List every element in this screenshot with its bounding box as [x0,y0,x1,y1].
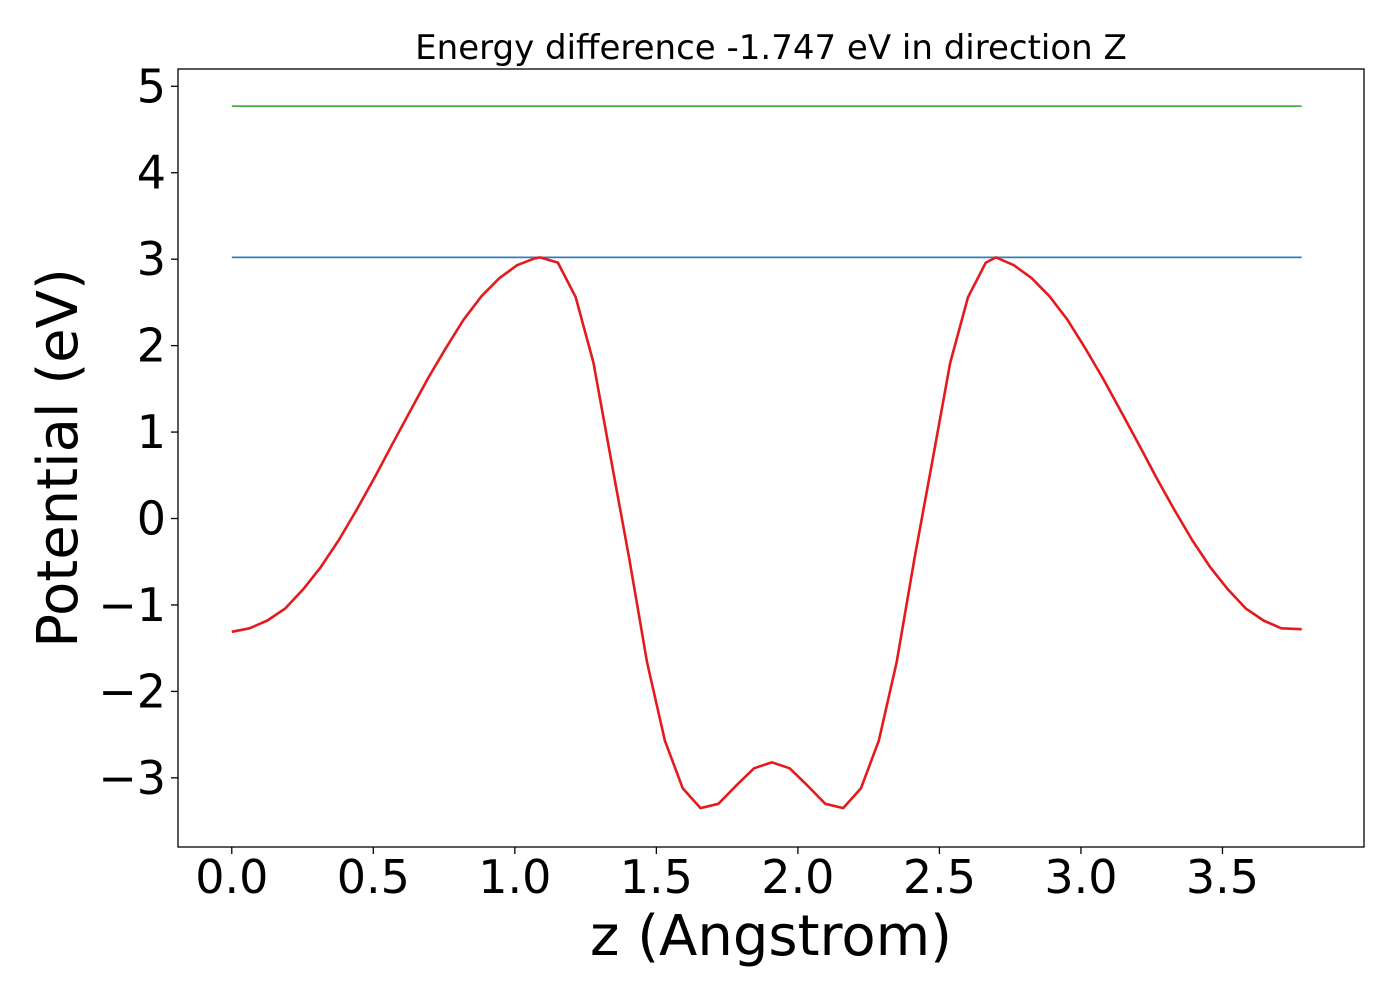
x-tick-label: 2.0 [761,850,834,904]
potential-line [231,256,1302,810]
plot-frame [177,68,1365,848]
y-tick-label: 1 [137,405,166,459]
x-tick-label: 1.0 [478,850,551,904]
y-tick-label: −3 [98,751,166,805]
x-tick-label: 1.5 [620,850,693,904]
y-tick-label: 2 [137,319,166,373]
y-tick-label: −1 [98,578,166,632]
x-tick-label: 3.5 [1186,850,1259,904]
y-axis-label: Potential (eV) [26,268,91,648]
y-tick-label: 0 [137,492,166,546]
series-layer [231,105,1302,810]
x-tick-label: 0.5 [337,850,410,904]
y-tick-label: 5 [137,59,166,113]
x-tick-label: 3.0 [1044,850,1117,904]
x-tick-label: 2.5 [903,850,976,904]
y-axis-ticks: −3 −2 −1 0 1 2 3 4 5 [98,59,178,805]
x-tick-label: 0.0 [195,850,268,904]
y-tick-label: −2 [98,664,166,718]
plot-background [178,69,1364,847]
x-axis-ticks: 0.0 0.5 1.0 1.5 2.0 2.5 3.0 3.5 [195,847,1259,904]
y-tick-label: 3 [137,232,166,286]
x-axis-label: z (Angstrom) [590,904,952,969]
y-tick-label: 4 [137,146,166,200]
chart-title: Energy difference -1.747 eV in direction… [415,28,1127,68]
